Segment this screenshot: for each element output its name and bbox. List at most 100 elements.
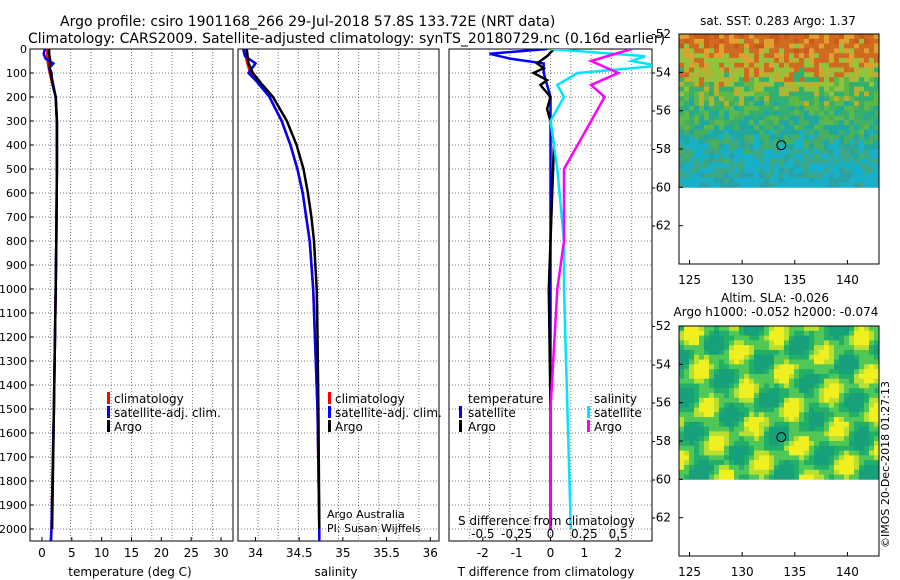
- map-cell: [859, 460, 865, 466]
- map-cell: [869, 72, 875, 78]
- map-cell: [684, 120, 690, 126]
- map-cell: [699, 48, 705, 54]
- map-cell: [864, 125, 870, 131]
- map-cell: [724, 48, 730, 54]
- map-cell: [854, 397, 860, 404]
- map-cell: [814, 412, 820, 418]
- map-cell: [859, 445, 865, 451]
- map-cell: [749, 168, 755, 174]
- map-cell: [684, 431, 690, 437]
- map-cell: [679, 86, 685, 92]
- map-cell: [719, 81, 725, 88]
- map-cell: [819, 38, 825, 44]
- map-cell: [799, 326, 805, 332]
- map-cell: [724, 34, 730, 40]
- map-cell: [804, 445, 810, 451]
- map-cell: [809, 86, 815, 92]
- map-cell: [839, 369, 845, 375]
- map-cell: [689, 402, 695, 408]
- map-cell: [859, 57, 865, 64]
- map-cell: [859, 354, 865, 360]
- map-cell: [819, 77, 825, 83]
- map-cell: [734, 407, 740, 413]
- map-cell: [864, 101, 870, 107]
- map-cell: [819, 163, 825, 169]
- map-cell: [829, 412, 835, 418]
- map-cell: [784, 460, 790, 466]
- map-cell: [754, 445, 760, 451]
- map-cell: [759, 182, 765, 188]
- map-cell: [679, 115, 685, 121]
- map-cell: [834, 67, 840, 73]
- map-cell: [704, 402, 710, 408]
- map-cell: [804, 34, 810, 40]
- map-cell: [724, 62, 730, 68]
- map-cell: [714, 139, 720, 145]
- map-cell: [744, 67, 750, 73]
- map-cell: [759, 105, 765, 112]
- map-cell: [719, 168, 725, 174]
- map-cell: [834, 62, 840, 68]
- map-cell: [799, 474, 805, 480]
- map-cell: [814, 397, 820, 404]
- map-cell: [804, 163, 810, 169]
- map-cell: [789, 81, 795, 88]
- map-cell: [764, 474, 770, 480]
- map-cell: [819, 417, 825, 423]
- map-cell: [694, 469, 700, 475]
- map-cell: [684, 101, 690, 107]
- map-cell: [729, 149, 735, 155]
- map-cell: [844, 469, 850, 475]
- map-cell: [689, 436, 695, 442]
- map-cell: [829, 139, 835, 145]
- map-cell: [854, 96, 860, 102]
- map-cell: [764, 402, 770, 408]
- map-cell: [754, 125, 760, 131]
- map-cell: [799, 431, 805, 437]
- map-cell: [709, 158, 715, 164]
- map-cell: [844, 474, 850, 480]
- map-cell: [824, 57, 830, 64]
- map-cell: [824, 441, 830, 447]
- map-cell: [709, 460, 715, 466]
- map-cell: [774, 417, 780, 423]
- map-cell: [684, 335, 690, 341]
- map-cell: [839, 464, 845, 471]
- map-cell: [784, 153, 790, 159]
- map-cell: [724, 163, 730, 169]
- map-cell: [829, 125, 835, 131]
- map-cell: [864, 426, 870, 432]
- map-cell: [799, 393, 805, 399]
- map-cell: [794, 48, 800, 54]
- map-cell: [874, 349, 880, 356]
- map-cell: [724, 436, 730, 442]
- map-cell: [734, 86, 740, 92]
- map-cell: [774, 101, 780, 107]
- map-cell: [729, 144, 735, 150]
- map-cell: [689, 101, 695, 107]
- map-cell: [864, 129, 870, 136]
- map-cell: [714, 383, 720, 389]
- map-cell: [874, 417, 880, 423]
- map-cell: [844, 460, 850, 466]
- map-cell: [749, 158, 755, 164]
- map-cell: [699, 469, 705, 475]
- map-cell: [799, 469, 805, 475]
- map-cell: [684, 158, 690, 164]
- map-cell: [774, 421, 780, 428]
- legend-label-climatology: climatology: [335, 392, 405, 406]
- map-cell: [849, 441, 855, 447]
- map-cell: [684, 144, 690, 150]
- map-cell: [699, 163, 705, 169]
- map-cell: [824, 474, 830, 480]
- map-cell: [809, 62, 815, 68]
- map-cell: [774, 134, 780, 140]
- map-cell: [744, 48, 750, 54]
- map-cell: [764, 38, 770, 44]
- legend-swatch-climatology: [107, 392, 110, 404]
- map-cell: [749, 38, 755, 44]
- map-cell: [804, 101, 810, 107]
- legend-swatch-s-satellite: [587, 406, 590, 418]
- map-cell: [839, 436, 845, 442]
- map-cell: [739, 455, 745, 461]
